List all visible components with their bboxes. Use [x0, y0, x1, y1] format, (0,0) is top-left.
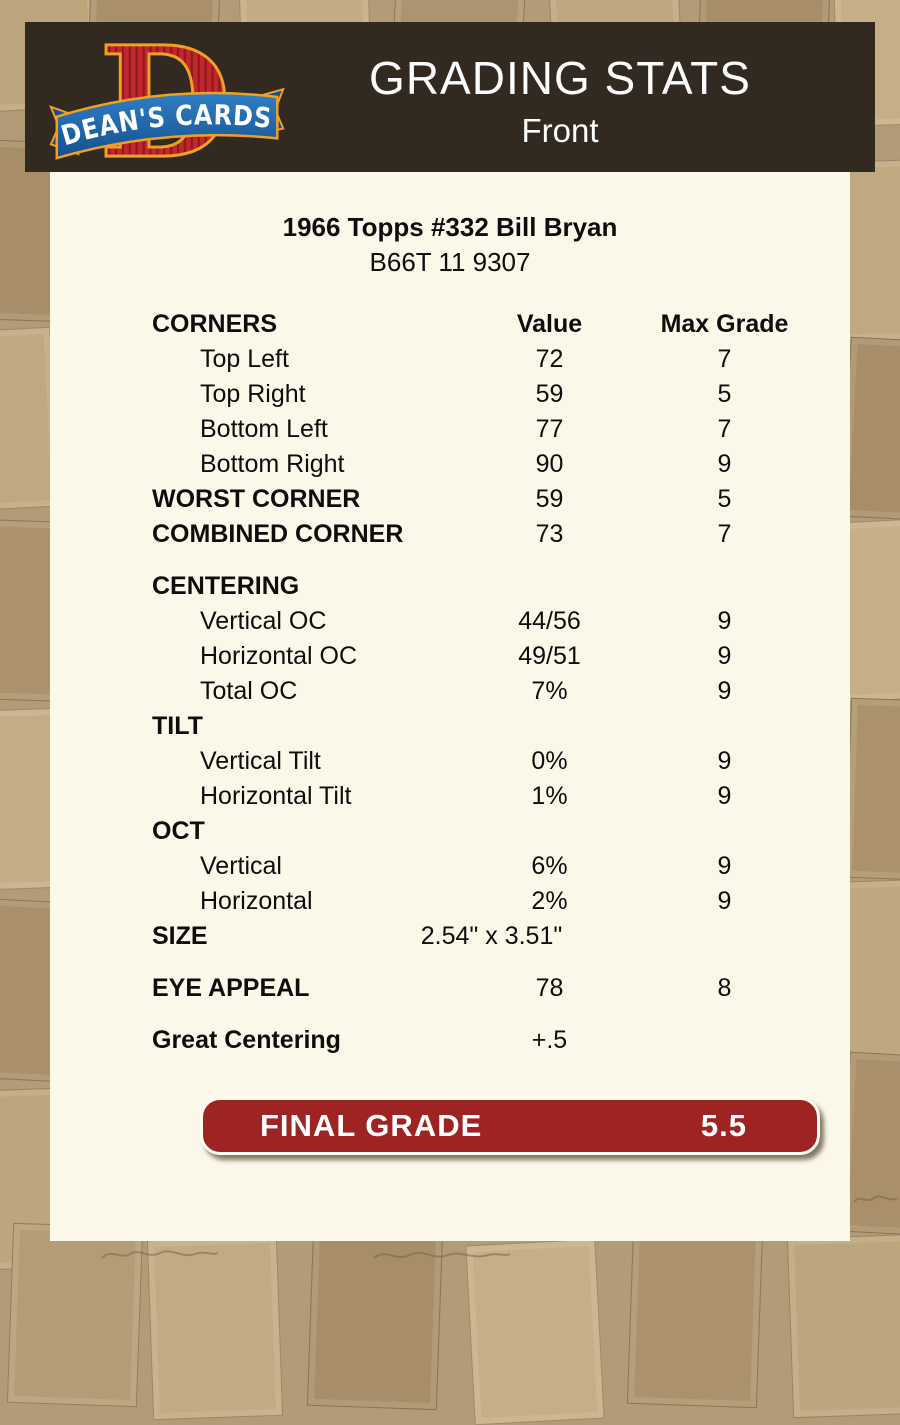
row-value: 49/51: [518, 642, 581, 670]
card-title: 1966 Topps #332 Bill Bryan: [282, 212, 618, 242]
deans-cards-logo: D DEAN'S CARDS: [49, 34, 285, 162]
row-max-grade: 9: [717, 887, 732, 915]
row-value: 77: [535, 415, 564, 443]
table-row: Bottom Right 90 9: [152, 447, 850, 482]
page-title: GRADING STATS: [369, 52, 751, 105]
signature-squiggle: [853, 1195, 899, 1203]
row-value: 1%: [531, 782, 568, 810]
row-max-grade: 9: [717, 450, 732, 478]
background-card: [465, 1238, 605, 1425]
row-max-grade: 9: [717, 852, 732, 880]
row-value: 72: [535, 345, 564, 373]
row-value: 73: [535, 520, 564, 548]
logo-ribbon-band: [55, 91, 279, 160]
row-max-grade: 7: [717, 415, 732, 443]
header-bar: D DEAN'S CARDS GRADING STATS Front: [25, 22, 875, 172]
row-value: 90: [535, 450, 564, 478]
stats-table: CORNERS Value Max Grade Top Left 72 7 Top Righ…: [50, 307, 850, 1058]
table-row: OCT: [152, 814, 850, 849]
row-value: 2.54" x 3.51": [420, 922, 563, 950]
table-row: SIZE 2.54" x 3.51": [152, 919, 850, 954]
card-serial-number: B66T 11 9307: [369, 247, 531, 277]
table-row: Horizontal OC 49/51 9: [152, 639, 850, 674]
table-row: EYE APPEAL 78 8: [152, 971, 850, 1006]
row-value: 2%: [531, 887, 568, 915]
table-row: Top Left 72 7: [152, 342, 850, 377]
row-max-grade: 8: [717, 974, 732, 1002]
row-label: WORST CORNER: [152, 485, 361, 513]
table-row: Great Centering +.5: [152, 1023, 850, 1058]
row-label: OCT: [152, 817, 205, 845]
row-label: Total OC: [200, 677, 298, 705]
background-card: [626, 1223, 764, 1409]
row-max-grade: 7: [717, 520, 732, 548]
row-label: COMBINED CORNER: [152, 520, 404, 548]
row-value: Value: [516, 310, 583, 338]
final-grade-badge: FINAL GRADE 5.5: [200, 1097, 820, 1155]
row-label: Vertical: [200, 852, 282, 880]
row-value: 6%: [531, 852, 568, 880]
row-label: TILT: [152, 712, 203, 740]
row-max-grade: 7: [717, 345, 732, 373]
row-value: 59: [535, 380, 564, 408]
row-max-grade: 9: [717, 747, 732, 775]
table-row: TILT: [152, 709, 850, 744]
table-row: Horizontal 2% 9: [152, 884, 850, 919]
row-label: EYE APPEAL: [152, 974, 310, 1002]
signature-squiggle: [101, 1250, 219, 1259]
row-value: 78: [535, 974, 564, 1002]
background-card: [841, 336, 900, 524]
row-max-grade: Max Grade: [660, 310, 789, 338]
row-label: Great Centering: [152, 1026, 341, 1054]
table-row: Horizontal Tilt 1% 9: [152, 779, 850, 814]
row-label: Horizontal: [200, 887, 313, 915]
row-label: Vertical Tilt: [200, 747, 321, 775]
signature-squiggle: [373, 1251, 511, 1259]
table-row: CENTERING: [152, 569, 850, 604]
final-grade-label: FINAL GRADE: [260, 1108, 483, 1143]
background-card: [786, 1233, 900, 1419]
row-max-grade: 9: [717, 677, 732, 705]
row-max-grade: 9: [717, 642, 732, 670]
row-value: 0%: [531, 747, 568, 775]
row-max-grade: 9: [717, 607, 732, 635]
table-row: Bottom Left 77 7: [152, 412, 850, 447]
table-row: Vertical OC 44/56 9: [152, 604, 850, 639]
row-label: Top Left: [200, 345, 289, 373]
table-row: Total OC 7% 9: [152, 674, 850, 709]
row-label: Top Right: [200, 380, 306, 408]
table-row: COMBINED CORNER 73 7: [152, 517, 850, 552]
background-card: [146, 1235, 284, 1421]
row-label: Vertical OC: [200, 607, 327, 635]
row-label: Bottom Right: [200, 450, 345, 478]
background-card: [844, 697, 900, 883]
row-label: Horizontal Tilt: [200, 782, 352, 810]
row-value: +.5: [531, 1026, 568, 1054]
row-value: 7%: [531, 677, 568, 705]
table-row: Vertical Tilt 0% 9: [152, 744, 850, 779]
row-label: CORNERS: [152, 310, 278, 338]
row-value: 44/56: [518, 607, 581, 635]
row-max-grade: 9: [717, 782, 732, 810]
grading-report-panel: 1966 Topps #332 Bill Bryan B66T 11 9307 …: [50, 172, 850, 1241]
row-label: Horizontal OC: [200, 642, 357, 670]
final-grade-value: 5.5: [700, 1108, 747, 1143]
row-label: SIZE: [152, 922, 208, 950]
table-row: Vertical 6% 9: [152, 849, 850, 884]
table-row: WORST CORNER 59 5: [152, 482, 850, 517]
row-max-grade: 5: [717, 380, 732, 408]
page-subtitle: Front: [521, 111, 599, 149]
row-label: Bottom Left: [200, 415, 328, 443]
table-header-row: CORNERS Value Max Grade: [152, 307, 850, 342]
header-text-block: GRADING STATS Front: [275, 22, 845, 172]
row-label: CENTERING: [152, 572, 300, 600]
row-max-grade: 5: [717, 485, 732, 513]
table-row: Top Right 59 5: [152, 377, 850, 412]
row-value: 59: [535, 485, 564, 513]
